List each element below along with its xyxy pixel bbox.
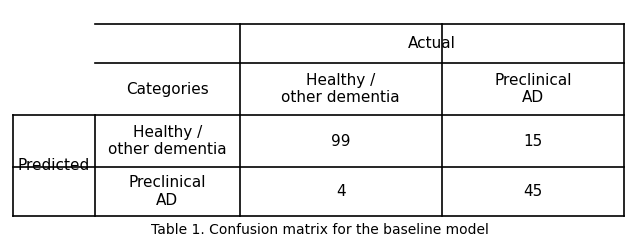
Text: 45: 45 bbox=[523, 184, 543, 199]
Text: Actual: Actual bbox=[408, 36, 456, 51]
Text: Preclinical
AD: Preclinical AD bbox=[129, 175, 206, 208]
Text: Healthy /
other dementia: Healthy / other dementia bbox=[108, 125, 227, 157]
Text: 4: 4 bbox=[336, 184, 346, 199]
Text: 15: 15 bbox=[523, 133, 543, 149]
Text: Healthy /
other dementia: Healthy / other dementia bbox=[282, 73, 400, 106]
Text: Categories: Categories bbox=[126, 82, 209, 97]
Text: 99: 99 bbox=[331, 133, 351, 149]
Text: Preclinical
AD: Preclinical AD bbox=[494, 73, 572, 106]
Text: Table 1. Confusion matrix for the baseline model: Table 1. Confusion matrix for the baseli… bbox=[151, 223, 489, 235]
Text: Predicted: Predicted bbox=[18, 158, 90, 173]
